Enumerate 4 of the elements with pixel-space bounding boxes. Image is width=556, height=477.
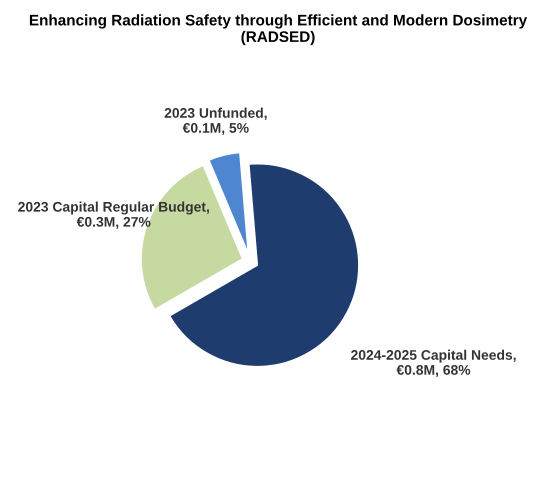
slice-label: 2024-2025 Capital Needs, €0.8M, 68% <box>351 350 516 377</box>
slice-label: 2023 Unfunded, €0.1M, 5% <box>164 108 267 135</box>
slice-label: 2023 Capital Regular Budget, €0.3M, 27% <box>18 202 209 229</box>
chart-title: Enhancing Radiation Safety through Efficient and Modern Dosimetry (RADSED) <box>30 14 528 46</box>
